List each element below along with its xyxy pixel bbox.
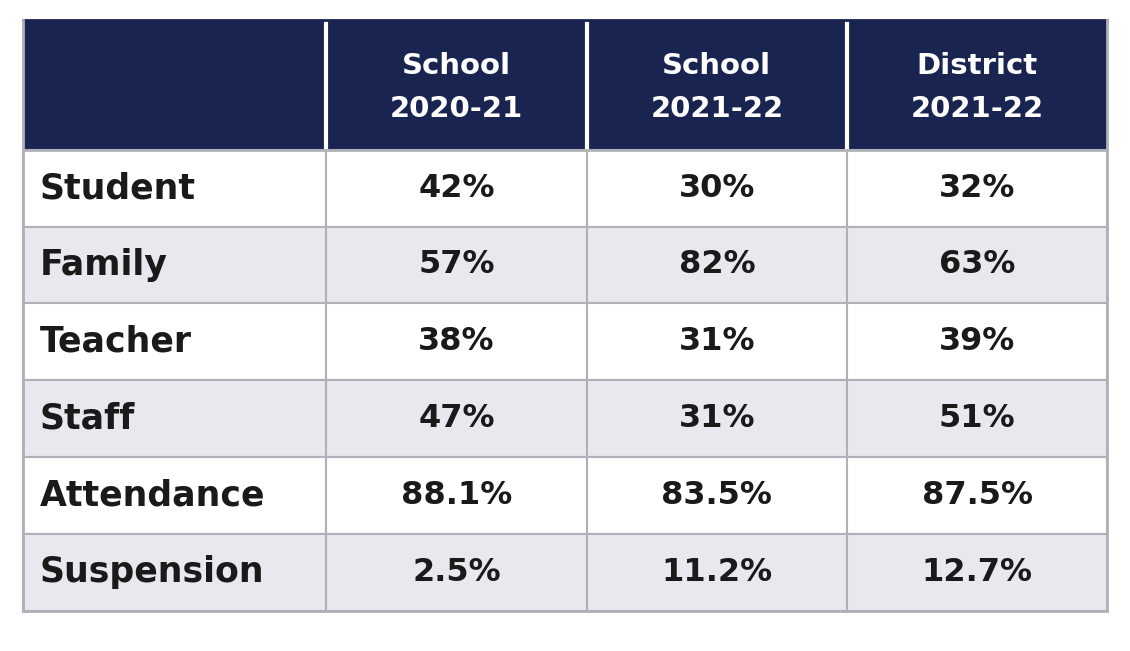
Text: Student: Student [40, 171, 195, 205]
Text: 63%: 63% [939, 249, 1016, 281]
Text: School: School [402, 52, 511, 81]
Text: 57%: 57% [418, 249, 495, 281]
Text: 88.1%: 88.1% [401, 480, 512, 511]
Text: 42%: 42% [418, 173, 495, 204]
Text: School: School [662, 52, 772, 81]
Text: Staff: Staff [40, 402, 134, 436]
Bar [23, 534, 1107, 611]
Text: 30%: 30% [679, 173, 755, 204]
Text: 32%: 32% [939, 173, 1016, 204]
Text: 12.7%: 12.7% [922, 557, 1033, 588]
Text: 83.5%: 83.5% [661, 480, 772, 511]
Text: 31%: 31% [679, 403, 755, 434]
Text: 38%: 38% [418, 326, 495, 357]
Text: 47%: 47% [418, 403, 495, 434]
Text: 2020-21: 2020-21 [390, 95, 523, 124]
Text: 2021-22: 2021-22 [650, 95, 783, 124]
Text: District: District [916, 52, 1037, 81]
Bar [23, 303, 1107, 380]
Text: 11.2%: 11.2% [661, 557, 773, 588]
Text: 39%: 39% [939, 326, 1016, 357]
Bar [23, 457, 1107, 534]
Text: Family: Family [40, 248, 167, 282]
Text: 2.5%: 2.5% [412, 557, 501, 588]
Text: 51%: 51% [939, 403, 1016, 434]
Text: 87.5%: 87.5% [922, 480, 1033, 511]
Bar [23, 20, 1107, 150]
Bar [23, 150, 1107, 227]
Text: 31%: 31% [679, 326, 755, 357]
Text: Suspension: Suspension [40, 555, 264, 589]
Text: Teacher: Teacher [40, 325, 192, 359]
Bar [23, 227, 1107, 303]
Text: 2021-22: 2021-22 [911, 95, 1044, 124]
Text: Attendance: Attendance [40, 478, 266, 512]
Bar [23, 380, 1107, 457]
Text: 82%: 82% [678, 249, 755, 281]
